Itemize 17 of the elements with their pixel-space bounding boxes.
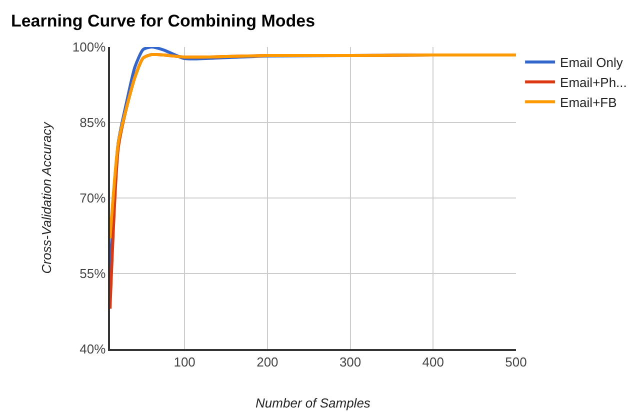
legend-label: Email+FB: [560, 94, 617, 110]
x-axis-title: Number of Samples: [256, 395, 371, 410]
legend-label: Email Only: [560, 55, 624, 70]
line-series: [110, 53, 516, 240]
x-tick-label: 200: [256, 354, 278, 370]
y-tick-label: 40%: [80, 342, 106, 357]
y-tick-label: 55%: [80, 266, 106, 282]
legend-label: Email+Ph...: [560, 74, 627, 90]
y-tick-label: 70%: [80, 190, 106, 206]
y-tick-label: 85%: [80, 115, 106, 130]
x-tick-label: 500: [505, 354, 527, 370]
y-axis-title: Cross-Validation Accuracy: [38, 120, 54, 274]
x-tick-label: 300: [339, 354, 362, 370]
y-tick-label: 100%: [72, 40, 106, 55]
chart-title: Learning Curve for Combining Modes: [10, 12, 316, 31]
x-tick-label: 400: [422, 354, 444, 370]
x-tick-label: 100: [174, 354, 196, 370]
